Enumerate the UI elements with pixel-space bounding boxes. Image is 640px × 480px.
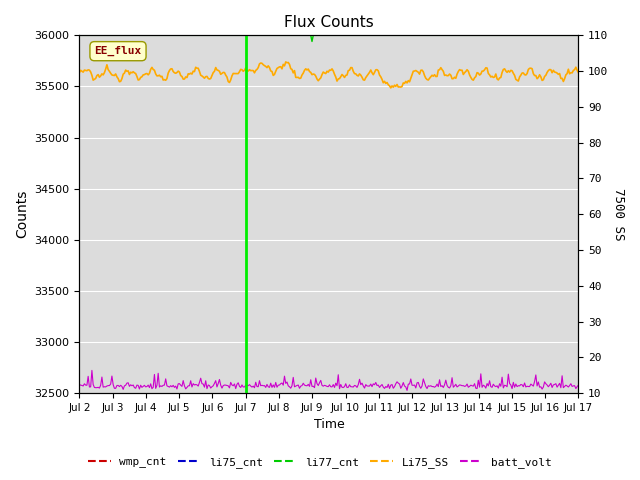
Title: Flux Counts: Flux Counts [284, 15, 374, 30]
Legend: wmp_cnt, li75_cnt, li77_cnt, Li75_SS, batt_volt: wmp_cnt, li75_cnt, li77_cnt, Li75_SS, ba… [84, 452, 556, 472]
Y-axis label: 7500 SS: 7500 SS [612, 188, 625, 240]
Text: EE_flux: EE_flux [94, 46, 141, 56]
Y-axis label: Counts: Counts [15, 190, 29, 239]
X-axis label: Time: Time [314, 419, 344, 432]
